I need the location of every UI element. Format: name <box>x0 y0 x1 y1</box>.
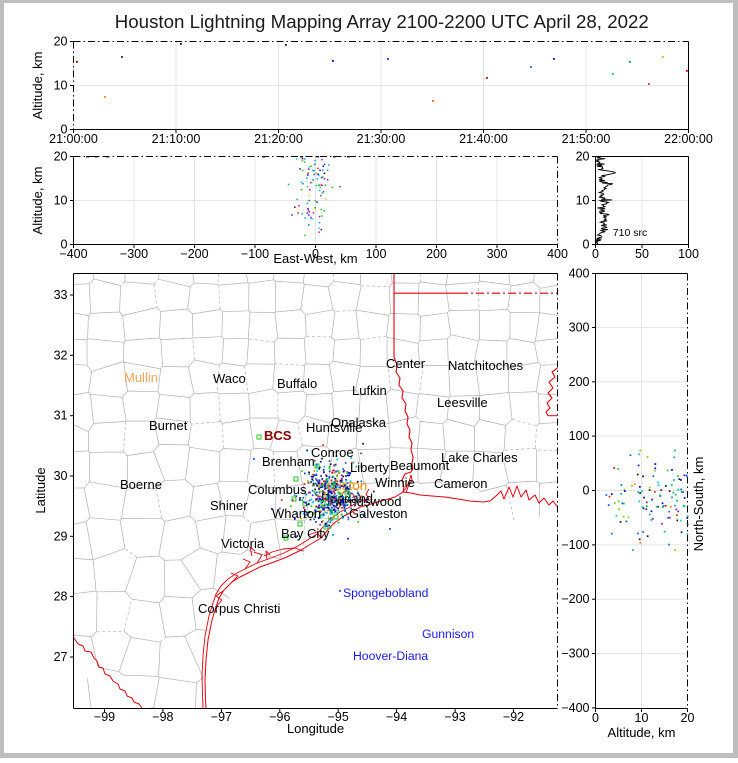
svg-text:Spongebobland: Spongebobland <box>343 586 428 600</box>
svg-text:−97: −97 <box>211 710 232 724</box>
svg-text:29: 29 <box>54 529 68 543</box>
svg-text:Center: Center <box>386 356 426 371</box>
svg-text:−300: −300 <box>561 647 589 661</box>
svg-text:Longitude: Longitude <box>287 721 344 736</box>
svg-text:400: 400 <box>547 247 568 261</box>
svg-text:0: 0 <box>592 711 599 725</box>
svg-text:Conroe: Conroe <box>311 445 354 460</box>
svg-text:−92: −92 <box>503 710 524 724</box>
svg-text:Lufkin: Lufkin <box>352 383 387 398</box>
svg-text:0: 0 <box>592 247 599 261</box>
svg-text:300: 300 <box>487 247 508 261</box>
svg-text:Galveston: Galveston <box>349 506 408 521</box>
svg-text:−200: −200 <box>180 247 208 261</box>
svg-text:Mullin: Mullin <box>124 370 158 385</box>
svg-text:Gunnison: Gunnison <box>422 627 474 641</box>
svg-text:10: 10 <box>576 194 590 208</box>
svg-text:−300: −300 <box>120 247 148 261</box>
svg-text:Boerne: Boerne <box>120 477 162 492</box>
svg-text:Latitude: Latitude <box>33 467 48 513</box>
svg-text:32: 32 <box>54 348 68 362</box>
svg-text:400: 400 <box>569 267 590 281</box>
svg-text:31: 31 <box>54 409 68 423</box>
svg-text:200: 200 <box>426 247 447 261</box>
svg-text:Corpus Christi: Corpus Christi <box>198 601 280 616</box>
svg-text:Buffalo: Buffalo <box>277 376 317 391</box>
svg-text:22:00:00: 22:00:00 <box>664 132 713 146</box>
svg-text:0: 0 <box>61 238 68 252</box>
svg-text:Cameron: Cameron <box>434 476 487 491</box>
svg-text:Houston Lightning Mapping Arra: Houston Lightning Mapping Array 2100-220… <box>115 11 649 32</box>
svg-text:BCS: BCS <box>264 428 292 443</box>
svg-text:Waco: Waco <box>213 371 246 386</box>
svg-text:200: 200 <box>569 375 590 389</box>
svg-text:−100: −100 <box>241 247 269 261</box>
svg-text:21:20:00: 21:20:00 <box>254 132 303 146</box>
svg-text:Onalaska: Onalaska <box>331 415 387 430</box>
svg-text:21:00:00: 21:00:00 <box>49 132 98 146</box>
svg-text:−98: −98 <box>152 710 173 724</box>
svg-text:21:40:00: 21:40:00 <box>459 132 508 146</box>
svg-text:21:30:00: 21:30:00 <box>357 132 406 146</box>
svg-text:Hoover-Diana: Hoover-Diana <box>353 649 428 663</box>
svg-text:Wharton: Wharton <box>272 506 321 521</box>
svg-text:21:50:00: 21:50:00 <box>562 132 611 146</box>
svg-text:−400: −400 <box>561 701 589 715</box>
svg-text:33: 33 <box>54 288 68 302</box>
svg-text:Burnet: Burnet <box>149 418 188 433</box>
svg-text:Winnie: Winnie <box>375 475 415 490</box>
svg-text:20: 20 <box>54 150 68 164</box>
svg-text:20: 20 <box>681 711 695 725</box>
svg-text:30: 30 <box>54 469 68 483</box>
svg-text:20: 20 <box>576 150 590 164</box>
svg-text:East-West, km: East-West, km <box>273 251 357 266</box>
svg-text:Liberty: Liberty <box>350 460 390 475</box>
svg-text:−93: −93 <box>444 710 465 724</box>
svg-text:−200: −200 <box>561 592 589 606</box>
svg-text:10: 10 <box>54 194 68 208</box>
svg-text:Bay City: Bay City <box>281 526 330 541</box>
svg-text:21:10:00: 21:10:00 <box>152 132 201 146</box>
svg-text:Victoria: Victoria <box>221 536 265 551</box>
svg-text:−99: −99 <box>94 710 115 724</box>
svg-text:Lake Charles: Lake Charles <box>441 450 518 465</box>
svg-text:10: 10 <box>54 79 68 93</box>
svg-text:Leesville: Leesville <box>437 395 488 410</box>
svg-text:10: 10 <box>635 711 649 725</box>
svg-text:Altitude, km: Altitude, km <box>30 167 45 235</box>
svg-text:300: 300 <box>569 321 590 335</box>
svg-text:Brenham: Brenham <box>262 454 315 469</box>
svg-text:Altitude, km: Altitude, km <box>608 725 676 740</box>
svg-text:100: 100 <box>366 247 387 261</box>
svg-text:710 src: 710 src <box>613 227 647 239</box>
svg-text:Columbus: Columbus <box>248 482 307 497</box>
svg-text:0: 0 <box>61 123 68 137</box>
svg-text:−94: −94 <box>386 710 407 724</box>
svg-text:Shiner: Shiner <box>210 498 248 513</box>
svg-text:Altitude, km: Altitude, km <box>30 52 45 120</box>
svg-text:50: 50 <box>635 247 649 261</box>
svg-text:−100: −100 <box>561 538 589 552</box>
svg-text:Natchitoches: Natchitoches <box>448 358 524 373</box>
svg-text:20: 20 <box>54 35 68 49</box>
svg-text:27: 27 <box>54 650 68 664</box>
svg-text:100: 100 <box>569 429 590 443</box>
svg-text:0: 0 <box>583 238 590 252</box>
svg-text:North-South, km: North-South, km <box>691 457 706 552</box>
svg-text:100: 100 <box>678 247 699 261</box>
svg-text:28: 28 <box>54 590 68 604</box>
svg-text:0: 0 <box>583 484 590 498</box>
